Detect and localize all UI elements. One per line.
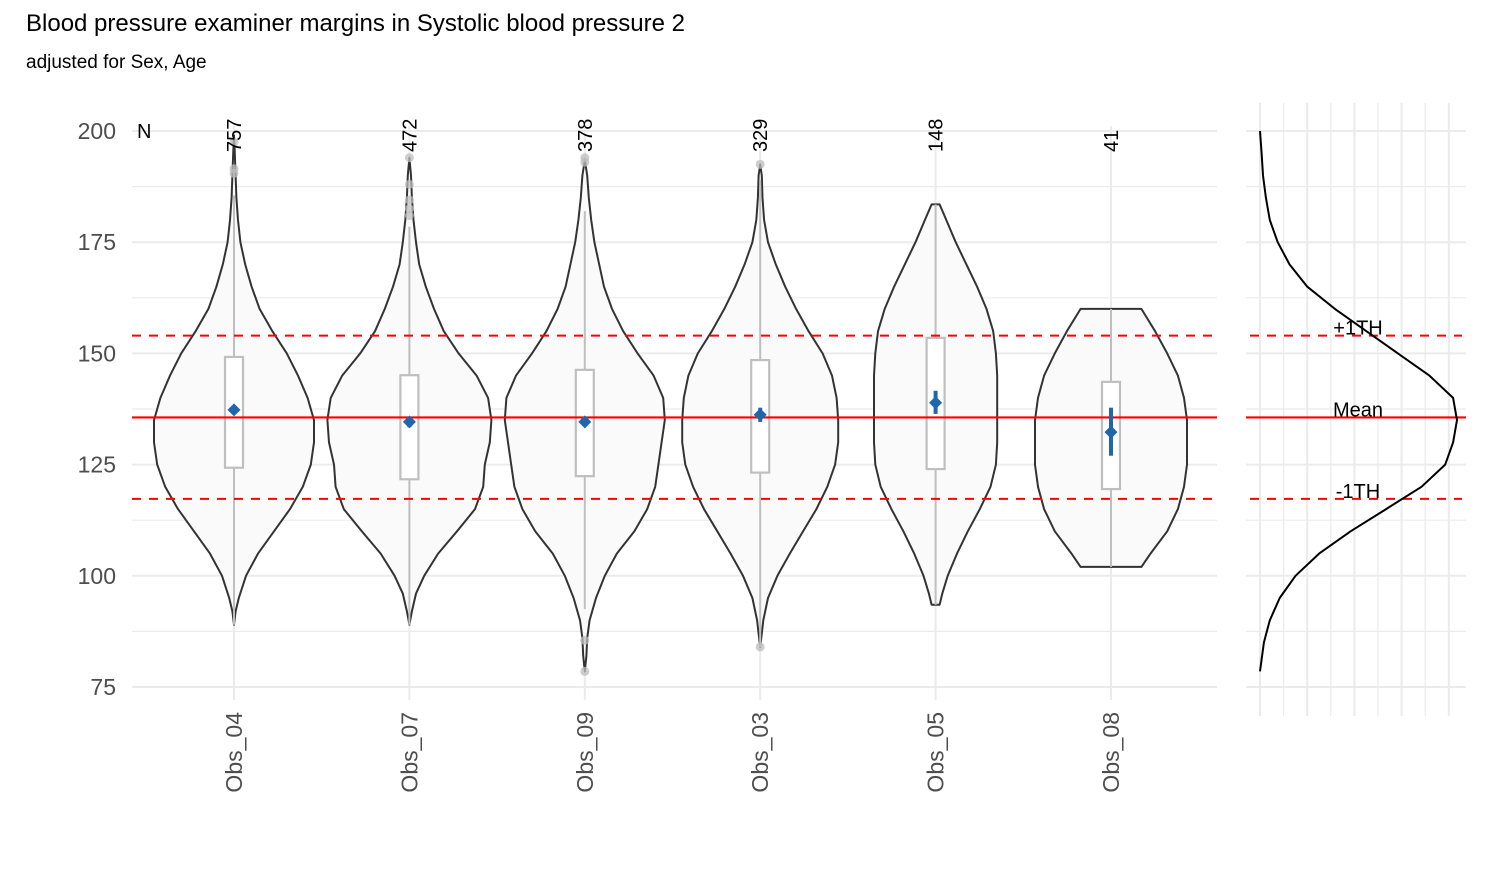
plus-1th-label: +1TH (1333, 318, 1382, 340)
outlier-point (580, 666, 590, 676)
y-tick-label: 125 (78, 452, 116, 478)
outlier-point (404, 179, 414, 189)
outlier-point (404, 195, 414, 205)
y-tick-label: 150 (78, 340, 116, 366)
outlier-point (229, 137, 239, 147)
n-count-label: 148 (926, 119, 948, 152)
labels: 75 100 125 150 175 200 N 757 Obs_04 472 Obs_07 378 O… (78, 118, 1124, 793)
outlier-point (755, 159, 765, 169)
n-count-label: 472 (399, 119, 421, 152)
n-count-label: 757 (224, 119, 246, 152)
minus-1th-label: -1TH (1336, 481, 1380, 503)
x-tick-label: Obs_03 (747, 712, 773, 793)
x-tick-label: Obs_08 (1098, 712, 1124, 793)
outlier-point (755, 642, 765, 652)
side-density-curve (1259, 130, 1458, 672)
margin-point (578, 415, 592, 429)
outlier-point (404, 211, 414, 221)
outlier-point (404, 153, 414, 163)
margin-point (1104, 425, 1118, 439)
n-count-label: 41 (1101, 130, 1123, 152)
margin-point (929, 396, 943, 410)
y-tick-label: 175 (78, 229, 116, 255)
outlier-point (229, 164, 239, 174)
chart-subtitle: adjusted for Sex, Age (26, 52, 207, 73)
x-tick-label: Obs_09 (572, 712, 598, 793)
side-density-panel: +1TH Mean -1TH (1246, 130, 1466, 672)
outlier-point (580, 635, 590, 645)
outlier-point (404, 204, 414, 214)
margin-point (227, 403, 241, 417)
margin-points (227, 390, 1118, 456)
x-tick-label: Obs_07 (396, 712, 422, 793)
y-tick-label: 100 (78, 563, 116, 589)
n-count-label: 378 (575, 119, 597, 152)
violins (153, 134, 1188, 676)
x-tick-label: Obs_04 (221, 712, 247, 793)
n-count-label: 329 (750, 119, 772, 152)
margin-point (753, 408, 767, 422)
mean-label: Mean (1333, 399, 1383, 421)
reference-lines (132, 334, 1217, 500)
outlier-point (580, 153, 590, 163)
margin-point (402, 415, 416, 429)
y-tick-label: 75 (90, 674, 116, 700)
n-label: N (137, 121, 151, 143)
x-tick-label: Obs_05 (923, 712, 949, 793)
y-tick-label: 200 (78, 118, 116, 144)
chart-title: Blood pressure examiner margins in Systo… (26, 10, 685, 37)
